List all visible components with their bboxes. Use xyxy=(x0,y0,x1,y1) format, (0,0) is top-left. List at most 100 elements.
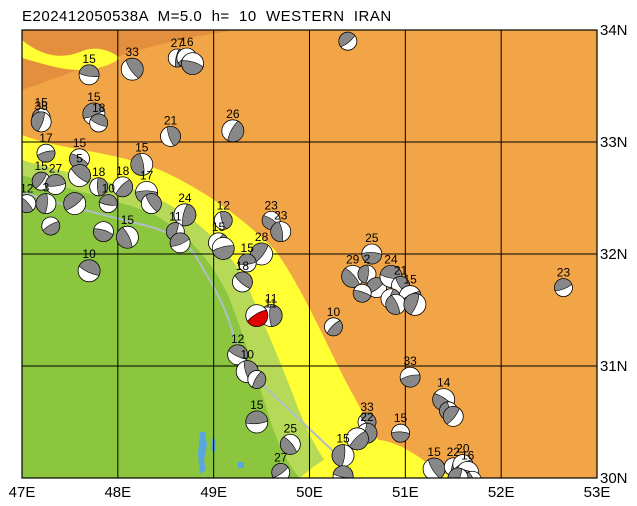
event-depth-label: 23 xyxy=(274,209,288,223)
event-beachball xyxy=(271,463,291,478)
event-depth-label: 24 xyxy=(384,252,398,266)
event-depth-label: 33 xyxy=(403,354,417,368)
event-depth-label: 21 xyxy=(164,113,178,127)
event-depth-label: 12 xyxy=(217,198,231,212)
event-depth-label: 18 xyxy=(92,101,106,115)
event-depth-label: 15 xyxy=(403,273,417,287)
event-depth-label: 23 xyxy=(557,266,571,280)
event-depth-label: 10 xyxy=(102,182,116,196)
event-depth-label: 17 xyxy=(140,168,154,182)
event-beachball xyxy=(116,225,139,249)
event-beachball xyxy=(160,125,181,147)
event-depth-label: 11 xyxy=(169,210,182,224)
map-frame xyxy=(21,29,598,479)
event-depth-label: 15 xyxy=(135,140,149,154)
lat-tick-label: 34N xyxy=(600,22,628,39)
event-depth-label: 25 xyxy=(365,231,379,245)
lat-tick-label: 33N xyxy=(600,134,628,151)
event-beachball xyxy=(270,221,292,243)
event-beachball xyxy=(554,278,573,298)
event-depth-label: 18 xyxy=(116,164,130,178)
event-depth-label: 16 xyxy=(180,35,194,49)
event-beachball xyxy=(30,111,52,133)
event-depth-label: 26 xyxy=(226,107,240,121)
event-depth-label: 14 xyxy=(437,376,451,390)
event-depth-label: 15 xyxy=(336,432,350,446)
event-depth-label: 33 xyxy=(360,400,374,414)
event-depth-label: 15 xyxy=(73,136,87,150)
event-beachball xyxy=(447,467,469,478)
event-beachball xyxy=(36,143,56,163)
event-beachball xyxy=(247,370,267,389)
event-depth-label: 25 xyxy=(284,421,298,435)
lat-tick-label: 31N xyxy=(600,358,628,375)
lon-tick-label: 53E xyxy=(584,484,611,501)
event-beachball xyxy=(78,64,100,86)
event-beachball xyxy=(332,465,354,478)
event-depth-label: 28 xyxy=(255,230,269,244)
event-beachball xyxy=(45,174,66,195)
event-beachball xyxy=(120,57,144,81)
international-border xyxy=(22,191,351,478)
event-beachball xyxy=(227,344,249,366)
event-beachball xyxy=(22,194,37,213)
event-depth-label: 38 xyxy=(34,99,48,113)
event-beachball xyxy=(399,366,421,388)
event-beachball xyxy=(89,177,109,197)
event-beachball xyxy=(422,457,446,478)
lon-tick-label: 51E xyxy=(392,484,419,501)
event-depth-label: 15 xyxy=(82,52,96,66)
event-depth-label: 22 xyxy=(447,445,461,459)
event-depth-label: 29 xyxy=(346,252,360,266)
event-beachball xyxy=(338,31,358,51)
lat-tick-labels: 34N 33N 32N 31N 30N xyxy=(600,22,628,487)
event-depth-label: 15 xyxy=(241,241,255,255)
event-beachball xyxy=(89,113,109,133)
lon-tick-label: 47E xyxy=(9,484,36,501)
event-depth-label: 23 xyxy=(264,198,278,212)
event-beachball xyxy=(112,176,134,198)
event-depth-label: 15 xyxy=(121,213,135,227)
event-depth-label: 3 xyxy=(43,181,50,195)
event-beachball xyxy=(35,193,57,215)
event-depth-label: 15 xyxy=(34,95,48,109)
lat-tick-label: 32N xyxy=(600,246,628,263)
event-depth-label: 27 xyxy=(274,450,288,464)
event-beachball xyxy=(213,210,233,230)
main-event-beachball xyxy=(245,304,269,328)
event-beachball xyxy=(211,236,235,260)
event-depth-label: 10 xyxy=(241,348,255,362)
event-beachball xyxy=(391,423,410,443)
event-beachball xyxy=(237,253,257,273)
event-depth-label: 15 xyxy=(427,445,441,459)
event-beachball xyxy=(68,164,91,188)
event-depth-label: 10 xyxy=(82,247,96,261)
lowland-terrain xyxy=(22,175,300,478)
event-beachball xyxy=(341,264,365,288)
graticule xyxy=(22,30,597,478)
event-beachball xyxy=(279,433,301,455)
event-depth-label: 12 xyxy=(231,332,245,346)
event-beachball xyxy=(63,192,87,216)
event-depth-label: 15 xyxy=(250,398,264,412)
event-beachball xyxy=(331,444,355,468)
event-depth-label: 15 xyxy=(212,220,226,234)
event-beachball xyxy=(442,405,464,427)
event-beachball xyxy=(93,221,114,243)
event-depth-label: 18 xyxy=(92,165,106,179)
event-depth-label: 15 xyxy=(87,90,101,104)
event-depth-label: 15 xyxy=(34,159,48,173)
event-beachball xyxy=(346,427,369,451)
event-beachball xyxy=(41,216,61,236)
event-depth-label: 2 xyxy=(364,252,371,266)
lat-tick-label: 30N xyxy=(600,470,628,487)
event-depth-label: 27 xyxy=(171,36,185,50)
map-title: E202412050538A M=5.0 h= 10 WESTERN IRAN xyxy=(22,8,392,25)
event-depth-label: 16 xyxy=(461,448,475,462)
event-beachball xyxy=(352,283,372,303)
lon-tick-label: 52E xyxy=(488,484,515,501)
event-beachball xyxy=(221,119,245,143)
